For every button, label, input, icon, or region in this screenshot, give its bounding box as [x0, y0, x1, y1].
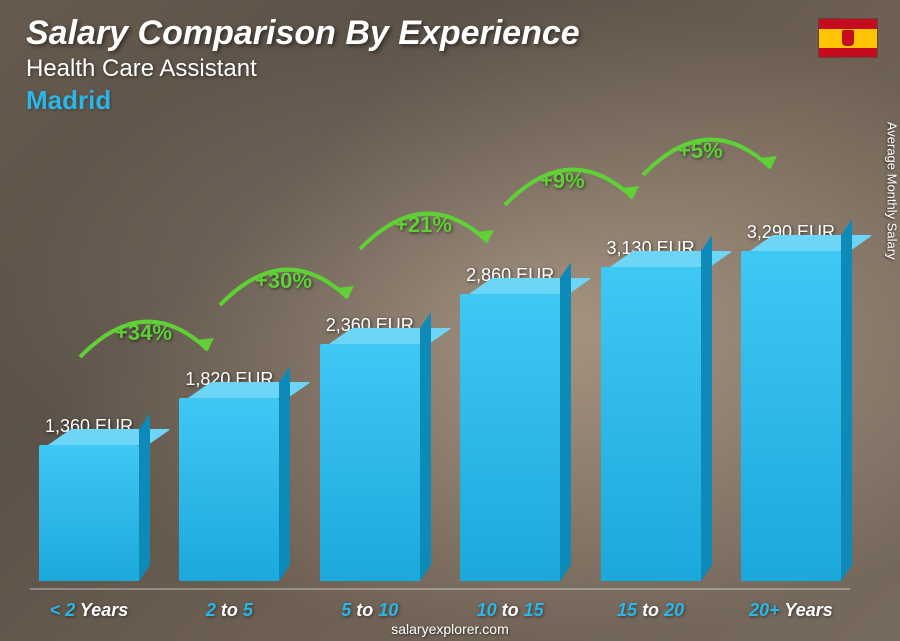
- header: Salary Comparison By Experience Health C…: [26, 14, 580, 116]
- bar: [741, 251, 841, 581]
- bar-group-5: 3,290 EUR: [732, 222, 850, 581]
- chart-title: Salary Comparison By Experience: [26, 14, 580, 53]
- x-axis-label: 5 to 10: [311, 600, 429, 621]
- bar-group-3: 2,860 EUR: [451, 265, 569, 581]
- x-axis-label: 15 to 20: [592, 600, 710, 621]
- increase-arrow-icon: [633, 120, 783, 200]
- increase-arrow-icon: [70, 302, 220, 382]
- x-axis-label: < 2 Years: [30, 600, 148, 621]
- bar: [601, 267, 701, 581]
- flag-stripe-middle: [819, 29, 877, 48]
- bar: [39, 445, 139, 581]
- flag-emblem-icon: [842, 30, 854, 46]
- increase-arrow-icon: [210, 250, 360, 330]
- country-flag-icon: [818, 18, 878, 58]
- increase-arrow-icon: [350, 194, 500, 274]
- bar-group-0: 1,360 EUR: [30, 416, 148, 581]
- x-axis-label: 10 to 15: [451, 600, 569, 621]
- bar-group-1: 1,820 EUR: [170, 369, 288, 581]
- bar: [320, 344, 420, 581]
- x-axis-label: 20+ Years: [732, 600, 850, 621]
- bar: [179, 398, 279, 581]
- y-axis-label: Average Monthly Salary: [885, 121, 900, 259]
- x-axis-label: 2 to 5: [170, 600, 288, 621]
- bar-group-4: 3,130 EUR: [592, 238, 710, 581]
- increase-arrow-icon: [495, 150, 645, 230]
- chart-location: Madrid: [26, 85, 580, 116]
- bar: [460, 294, 560, 581]
- flag-stripe-top: [819, 19, 877, 29]
- bar-group-2: 2,360 EUR: [311, 315, 429, 581]
- flag-stripe-bottom: [819, 48, 877, 58]
- chart-subtitle: Health Care Assistant: [26, 55, 580, 83]
- x-axis: < 2 Years 2 to 5 5 to 10 10 to 15 15 to 20 20…: [30, 588, 850, 621]
- chart-container: Salary Comparison By Experience Health C…: [0, 0, 900, 641]
- footer-credit: salaryexplorer.com: [0, 621, 900, 637]
